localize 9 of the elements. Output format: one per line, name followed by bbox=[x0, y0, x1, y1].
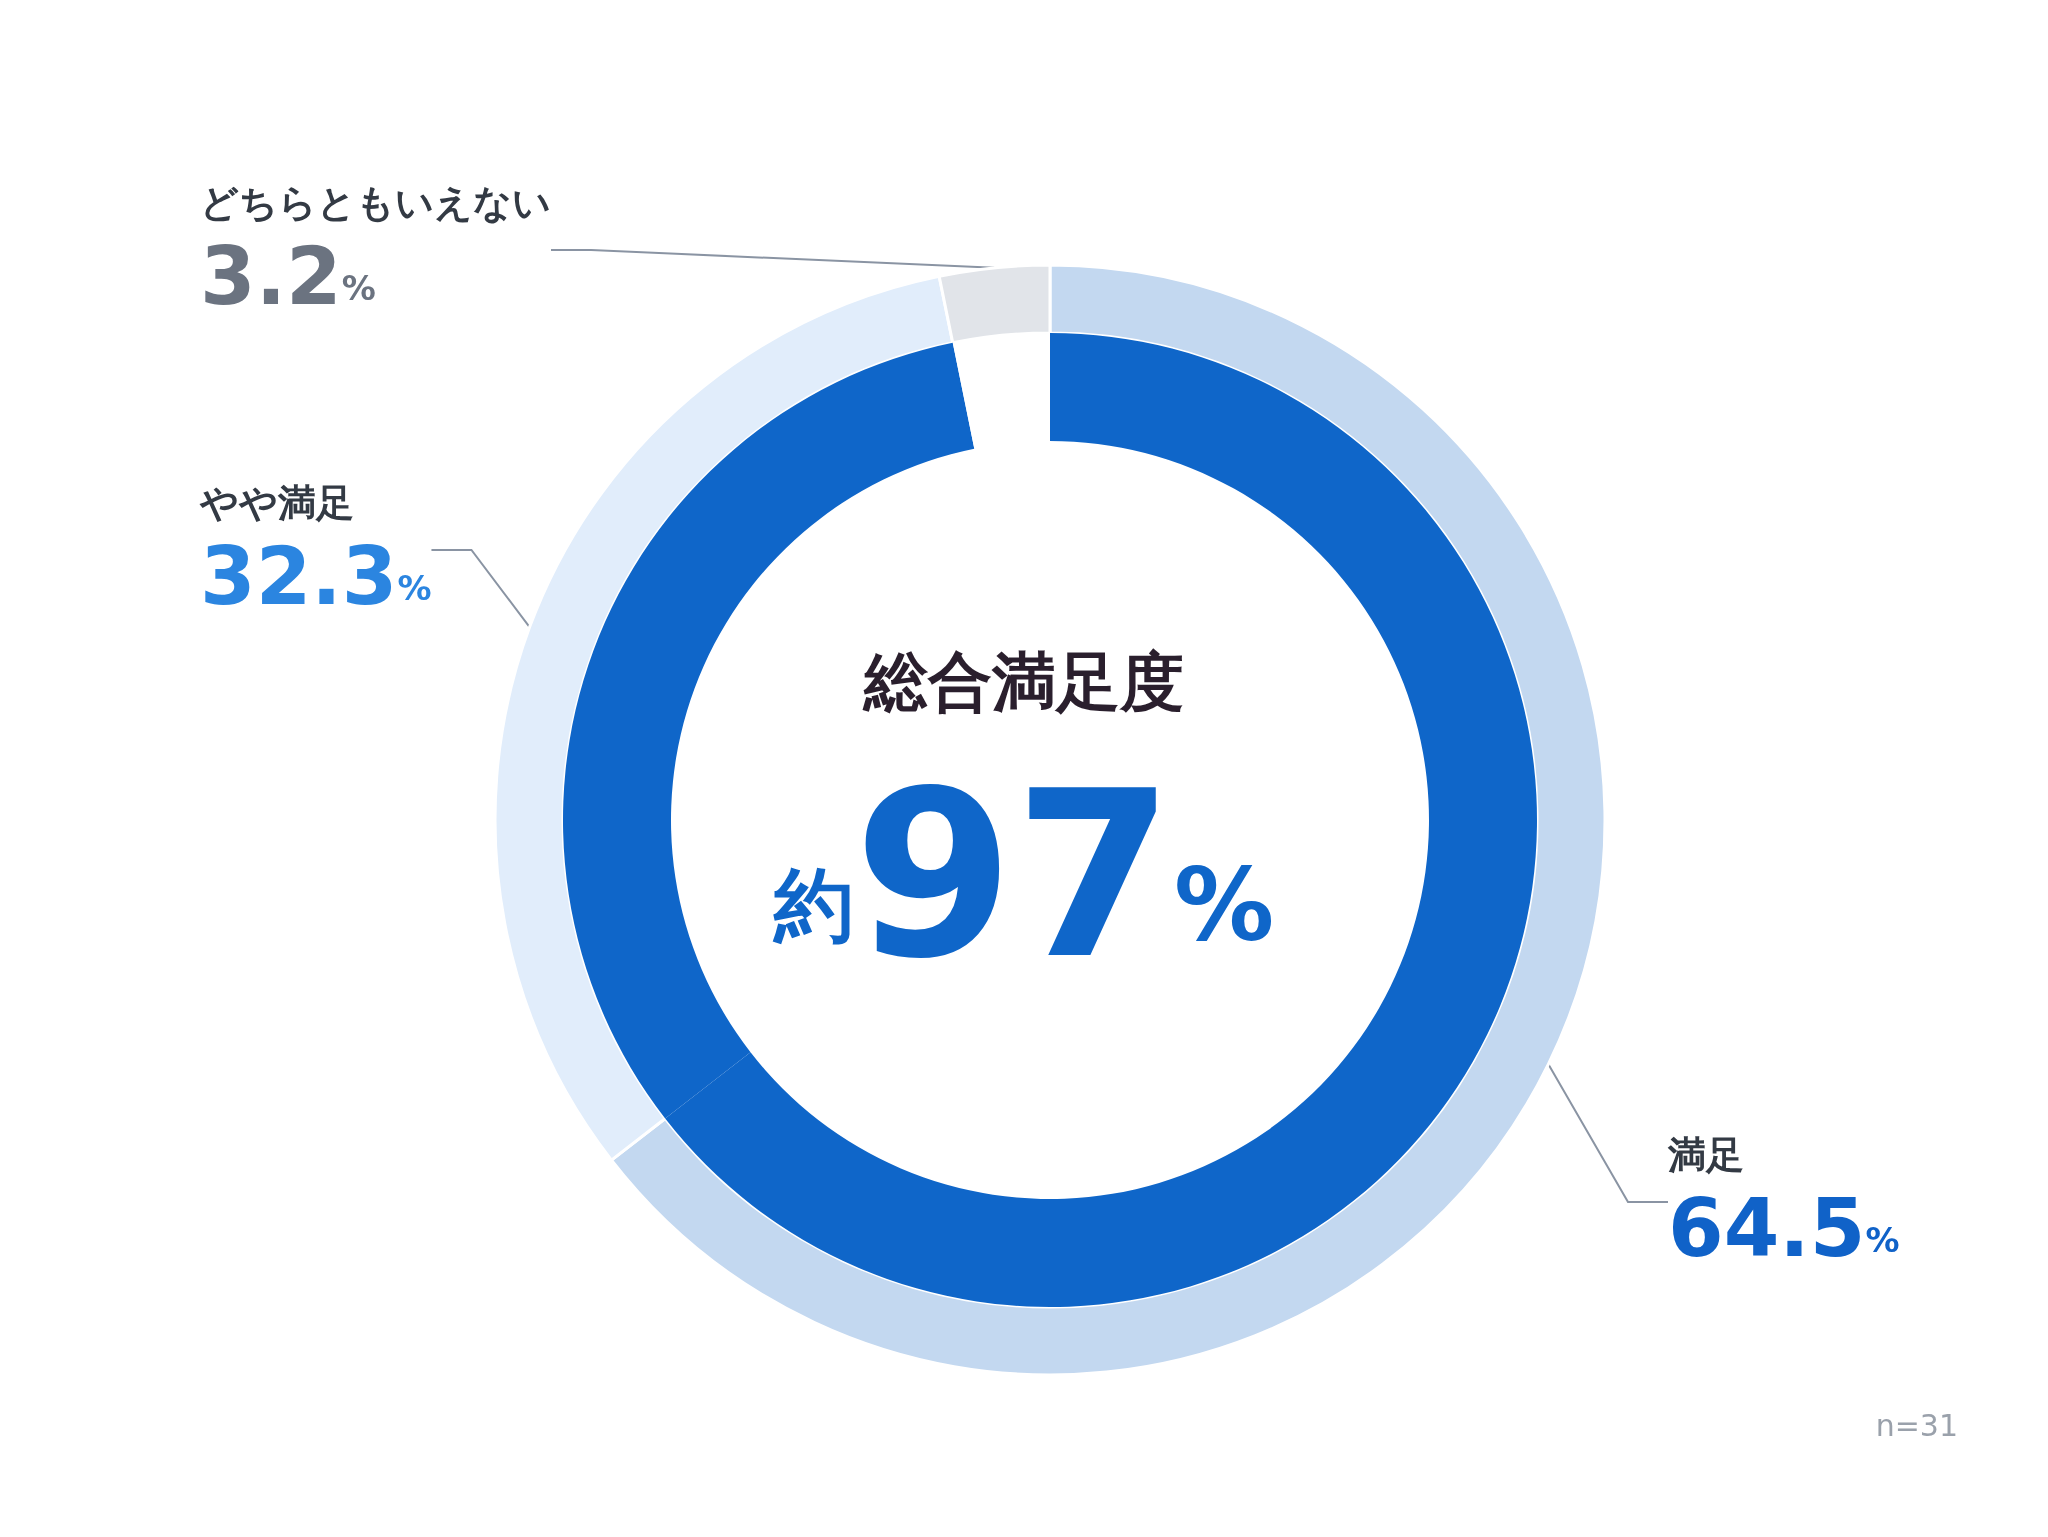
text: 総合満足度 bbox=[862, 645, 1184, 719]
text: 約97% bbox=[771, 741, 1275, 1009]
text: 64.5% bbox=[1668, 1181, 1900, 1275]
slice-label: どちらともいえない bbox=[200, 181, 551, 225]
text: 3.2% bbox=[200, 229, 376, 323]
text: 32.3% bbox=[200, 529, 432, 623]
slice-label: 満足 bbox=[1667, 1133, 1744, 1177]
slice-label: やや満足 bbox=[199, 481, 354, 525]
text: n=31 bbox=[1875, 1407, 1958, 1443]
